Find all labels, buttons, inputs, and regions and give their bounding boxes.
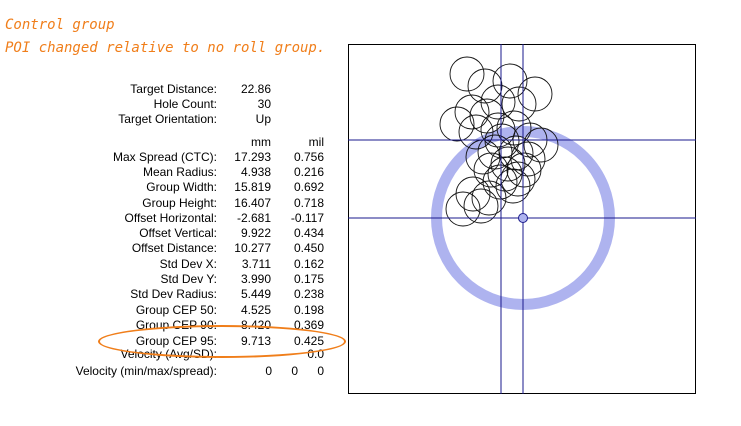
- stat-row: Max Spread (CTC): 17.293 0.756: [0, 150, 340, 165]
- shot-hole: [498, 135, 534, 171]
- shot-hole: [517, 76, 553, 112]
- stat-value-mm: 4.938: [240, 165, 271, 179]
- stat-label: Offset Vertical:: [139, 226, 217, 240]
- shot-hole: [445, 191, 481, 227]
- stat-row-velocity-min-max: Velocity (min/max/spread): 0 0 0: [0, 364, 340, 379]
- stat-value: 22.86: [240, 82, 271, 96]
- stat-value-mm: 9.922: [240, 226, 271, 240]
- shot-hole: [501, 86, 537, 122]
- shot-hole: [506, 152, 542, 188]
- shot-holes: [439, 56, 559, 227]
- stat-row-hole-count: Hole Count: 30: [0, 97, 340, 112]
- units-header: mm mil: [0, 135, 340, 150]
- stat-value-mm: 16.407: [234, 196, 271, 210]
- stat-value-mil: 0.198: [293, 303, 324, 317]
- stat-value-mm: 4.525: [240, 303, 271, 317]
- stat-label: Offset Distance:: [131, 241, 217, 255]
- stat-row: Offset Horizontal: -2.681 -0.117: [0, 211, 340, 226]
- stat-row: Std Dev Y: 3.990 0.175: [0, 272, 340, 287]
- shot-hole: [467, 68, 503, 104]
- stat-label: Std Dev Radius:: [130, 287, 217, 301]
- stat-value-mil: -0.117: [290, 211, 324, 225]
- stat-label: Group Width:: [146, 180, 217, 194]
- stat-value-mm: 3.990: [240, 272, 271, 286]
- target-plot: [348, 44, 696, 394]
- shot-hole: [487, 156, 523, 192]
- stat-label: Group CEP 50:: [135, 303, 217, 317]
- shot-hole: [523, 127, 559, 163]
- stat-value-mm: 17.293: [234, 150, 271, 164]
- stat-label: Std Dev Y:: [160, 272, 217, 286]
- stat-value-mil: 0.175: [293, 272, 324, 286]
- stat-value-mil: 0.216: [293, 165, 324, 179]
- shot-hole: [439, 106, 475, 142]
- shot-hole: [480, 84, 516, 120]
- stat-row: Offset Vertical: 9.922 0.434: [0, 226, 340, 241]
- stat-value-mm: 15.819: [234, 180, 271, 194]
- stat-value-mm: 5.449: [240, 287, 271, 301]
- stat-value-mil: 0.756: [293, 150, 324, 164]
- shot-hole: [458, 114, 494, 150]
- shot-hole: [455, 176, 491, 212]
- stat-row: Mean Radius: 4.938 0.216: [0, 165, 340, 180]
- aim-point-marker: [518, 213, 528, 223]
- shot-hole: [484, 123, 520, 159]
- stat-label: Target Distance:: [130, 82, 217, 96]
- stat-value: Up: [255, 112, 271, 126]
- stat-label: Hole Count:: [153, 97, 217, 111]
- annotation-line-1: Control group: [5, 17, 115, 33]
- stat-value-mm: 3.711: [241, 257, 271, 271]
- stat-value-mil: 0.450: [293, 241, 324, 255]
- annotation-line-2: POI changed relative to no roll group.: [5, 40, 326, 56]
- highlight-ellipse: [98, 325, 346, 358]
- unit-mm: mm: [251, 135, 271, 149]
- stat-row: Group Height: 16.407 0.718: [0, 196, 340, 211]
- stat-value-mm: -2.681: [236, 211, 271, 225]
- stat-row: Group CEP 50: 4.525 0.198: [0, 303, 340, 318]
- stat-row: Group Width: 15.819 0.692: [0, 180, 340, 195]
- stat-row-target-distance: Target Distance: 22.86: [0, 82, 340, 97]
- stat-label: Group Height:: [142, 196, 217, 210]
- velocity-max: 0: [291, 364, 298, 378]
- stat-row: Offset Distance: 10.277 0.450: [0, 241, 340, 256]
- stat-row-target-orientation: Target Orientation: Up: [0, 112, 340, 127]
- stat-value-mil: 0.238: [293, 287, 324, 301]
- stat-value-mm: 10.277: [234, 241, 271, 255]
- stat-label: Target Orientation:: [118, 112, 217, 126]
- stat-label: Std Dev X:: [159, 257, 217, 271]
- shot-hole: [463, 188, 499, 224]
- stat-row: Std Dev X: 3.711 0.162: [0, 257, 340, 272]
- stat-value: 30: [257, 97, 271, 111]
- shot-hole: [454, 94, 490, 130]
- stat-value-mil: 0.434: [293, 226, 324, 240]
- stat-label: Max Spread (CTC):: [112, 150, 217, 164]
- shot-hole: [449, 56, 485, 92]
- unit-mil: mil: [308, 135, 324, 149]
- velocity-values: 0 0 0: [246, 364, 324, 379]
- stat-value-mil: 0.162: [293, 257, 324, 271]
- stat-label: Offset Horizontal:: [124, 211, 217, 225]
- shot-hole: [492, 63, 528, 99]
- velocity-min: 0: [265, 364, 272, 378]
- stat-label: Velocity (min/max/spread):: [75, 364, 217, 378]
- shot-hole: [471, 180, 507, 216]
- velocity-spread: 0: [317, 364, 324, 378]
- stat-row: Std Dev Radius: 5.449 0.238: [0, 287, 340, 302]
- stat-value-mil: 0.718: [293, 196, 324, 210]
- stat-value-mil: 0.692: [293, 180, 324, 194]
- stats-panel: Target Distance: 22.86 Hole Count: 30 Ta…: [0, 0, 340, 426]
- stat-label: Mean Radius:: [142, 165, 217, 179]
